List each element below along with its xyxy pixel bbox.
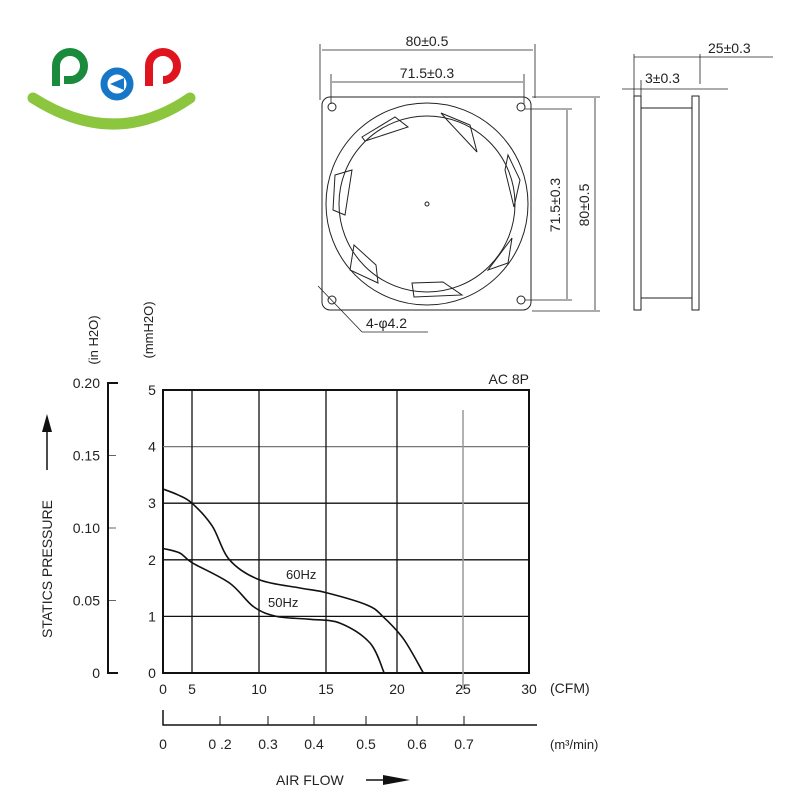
x-tick-label: 20 — [389, 681, 405, 697]
x2-tick-label: 0 — [159, 736, 167, 752]
x2-tick-label: 0.3 — [258, 736, 278, 752]
dim-width-holes: 71.5±0.3 — [400, 65, 455, 81]
fan-blades — [332, 112, 521, 298]
y-tick-label: 5 — [148, 382, 156, 398]
x-axis-title: AIR FLOW — [276, 772, 344, 788]
y2-tick-label: 0.05 — [73, 593, 100, 609]
y2-tick-label: 0.20 — [73, 375, 100, 391]
y2-tick-label: 0.15 — [73, 448, 100, 464]
y-arrow-head-icon — [42, 414, 52, 432]
x2-unit-label: (m³/min) — [550, 737, 598, 752]
x-tick-label: 5 — [188, 681, 196, 697]
x-tick-label: 10 — [251, 681, 267, 697]
in-h2o-axis — [107, 382, 118, 674]
dim-flange: 3±0.3 — [645, 70, 680, 86]
y-tick-label: 4 — [148, 439, 156, 455]
pq-curve-chart: 0 5 10 15 20 25 30 0 1 2 3 4 5 0 0.05 0.10 0.15 0.20 0 0 .2… — [39, 301, 598, 788]
dim-depth: 25±0.3 — [708, 40, 751, 56]
series-line-60hz — [162, 488, 425, 674]
m3-axis — [162, 710, 537, 726]
series-line-50hz — [162, 547, 385, 674]
plot-frame — [162, 389, 530, 674]
x2-tick-label: 0.4 — [304, 736, 324, 752]
chart-title: AC 8P — [489, 371, 529, 387]
y-tick-label: 0 — [148, 665, 156, 681]
front-dimensions — [317, 44, 600, 333]
grid — [163, 390, 529, 690]
side-dimensions — [622, 54, 773, 96]
curves — [162, 488, 425, 674]
series-label-50hz: 50Hz — [268, 595, 298, 610]
hole-callout: 4-φ4.2 — [366, 315, 407, 331]
series-label-60hz: 60Hz — [286, 567, 316, 582]
y-tick-label: 1 — [148, 608, 156, 624]
dim-width-outer: 80±0.5 — [406, 33, 449, 49]
dim-height-holes: 71.5±0.3 — [547, 178, 563, 233]
x2-tick-label: 0 .2 — [208, 736, 232, 752]
dim-height-outer: 80±0.5 — [576, 183, 592, 226]
pep-logo — [27, 48, 196, 130]
x-tick-label: 15 — [318, 681, 334, 697]
x2-tick-label: 0.5 — [356, 736, 376, 752]
y-tick-label: 2 — [148, 552, 156, 568]
y-unit-label: (mmH2O) — [141, 301, 156, 358]
x2-tick-label: 0.6 — [407, 736, 427, 752]
y-axis-title: STATICS PRESSURE — [39, 500, 55, 638]
tick-labels: 0 5 10 15 20 25 30 0 1 2 3 4 5 0 0.05 0.10 0.15 0.20 0 0 .2… — [73, 375, 537, 752]
y2-unit-label: (in H2O) — [86, 315, 101, 364]
x2-tick-label: 0.7 — [454, 736, 474, 752]
x-unit-label: (CFM) — [550, 680, 590, 696]
x-tick-label: 25 — [455, 681, 471, 697]
y-tick-label: 3 — [148, 495, 156, 511]
x-tick-label: 30 — [521, 681, 537, 697]
x-tick-label: 0 — [159, 681, 167, 697]
y2-tick-label: 0 — [92, 665, 100, 681]
x-arrow-head-icon — [383, 775, 410, 785]
y2-tick-label: 0.10 — [73, 520, 100, 536]
side-view — [633, 95, 700, 311]
front-view — [321, 96, 532, 311]
